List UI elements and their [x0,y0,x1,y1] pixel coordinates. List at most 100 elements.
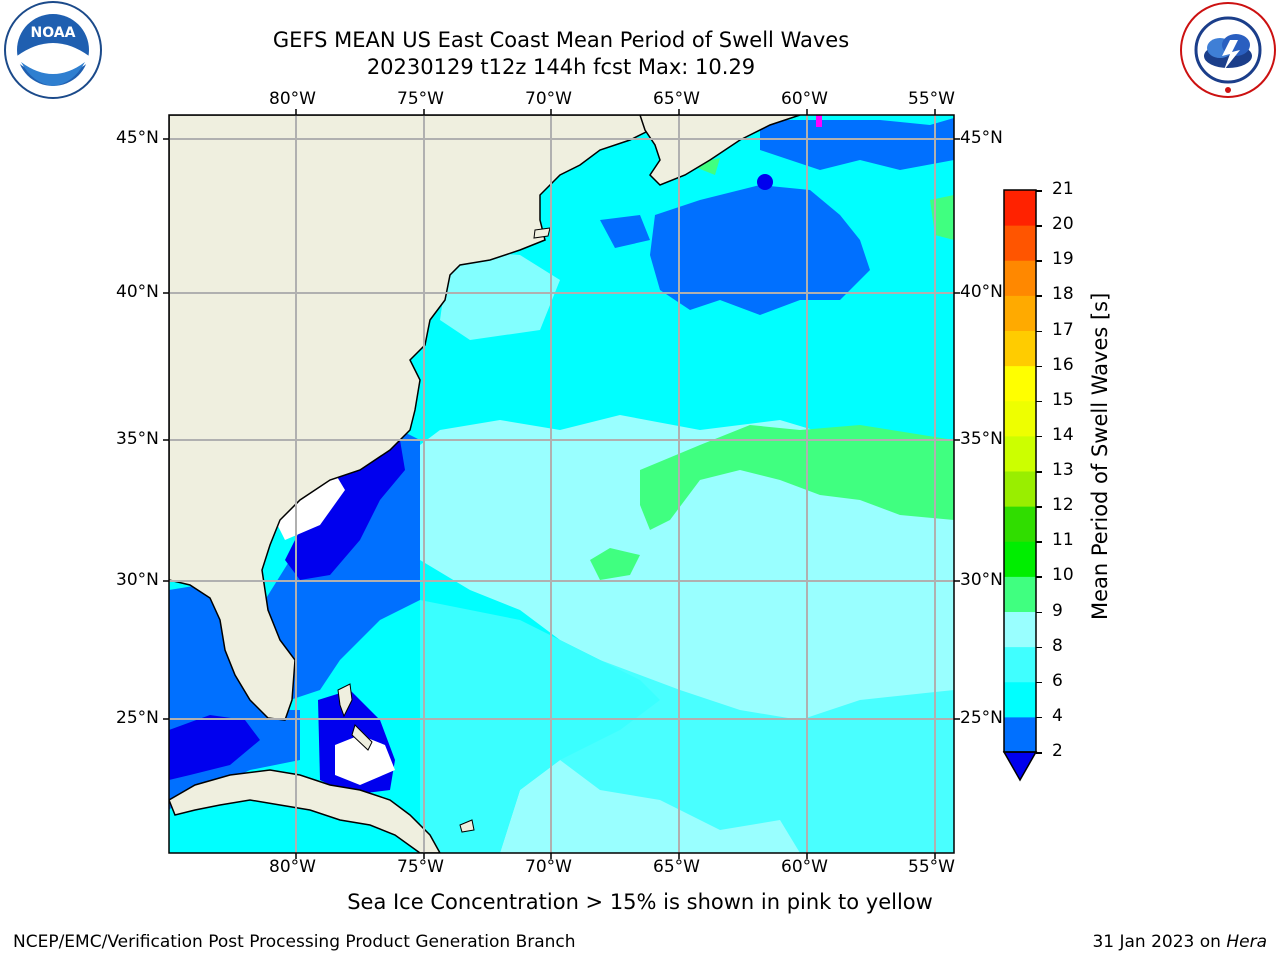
colorbar-segment [1004,716,1036,753]
colorbar-segment [1004,435,1036,472]
footer-date-text: 31 Jan 2023 on [1092,932,1227,952]
colorbar-tick-label: 9 [1052,600,1063,621]
lon-label-bottom-55w: 55°W [908,857,955,877]
colorbar-segment [1004,646,1036,683]
ocean-dark-gulf-region [169,715,260,780]
colorbar-under-arrow [1002,751,1038,782]
colorbar-tick-label: 10 [1052,565,1074,586]
bahamas-bank-white [335,735,395,785]
bahamas-island-1 [337,683,353,718]
footer-date: 31 Jan 2023 on Hera [1092,932,1267,952]
colorbar-tick-label: 6 [1052,670,1063,691]
ocean-dark-coastal-region [285,440,405,580]
colorbar-segment [1004,330,1036,367]
colorbar-tick-mark [1036,681,1042,684]
ocean-blue-north-region [650,185,870,315]
chart-title-line1: GEFS MEAN US East Coast Mean Period of S… [272,28,850,52]
lon-label-top-60w: 60°W [781,89,828,109]
colorbar-tick-label: 19 [1052,249,1074,270]
colorbar-segment [1004,471,1036,507]
colorbar-tick-mark [1036,646,1042,649]
ocean-blue-patch [600,215,650,248]
coastal-white-patch [275,465,345,540]
colorbar-tick-label: 11 [1052,530,1074,551]
colorbar-tick-label: 18 [1052,284,1074,305]
caribbean-island [459,819,475,833]
map-tick-marks [163,109,960,859]
colorbar-tick-mark [1036,576,1042,578]
colorbar-tick-label: 15 [1052,389,1074,410]
ocean-cyan2-region [420,600,954,853]
lat-label-left-45n: 45°N [116,128,159,148]
colorbar [1002,189,1038,782]
long-island-land [533,227,551,239]
colorbar-tick-label: 12 [1052,495,1074,516]
colorbar-tick-mark [1036,471,1042,473]
nws-logo-icon [1180,2,1276,98]
colorbar-segment [1004,576,1036,612]
colorbar-segment [1004,190,1036,226]
colorbar-segment [1004,541,1036,577]
sea-ice-spot [816,115,822,127]
ocean-green-patch-3 [690,158,720,175]
lon-label-top-70w: 70°W [525,89,572,109]
colorbar-tick-mark [1036,541,1042,543]
lat-label-left-40n: 40°N [116,282,159,302]
lat-label-right-25n: 25°N [960,708,1003,728]
lon-label-top-55w: 55°W [908,89,955,109]
colorbar-tick-mark [1036,611,1042,613]
lat-label-left-30n: 30°N [116,570,159,590]
colorbar-segment [1004,611,1036,648]
ocean-dark-spot [757,174,773,190]
noaa-logo-text: NOAA [31,25,76,41]
lon-label-top-65w: 65°W [653,89,700,109]
colorbar-tick-mark [1036,365,1042,368]
lat-label-right-35n: 35°N [960,429,1003,449]
ocean-blue-northeast-region [760,118,954,170]
sea-ice-caption: Sea Ice Concentration > 15% is shown in … [347,890,933,914]
colorbar-tick-mark [1036,295,1042,297]
lon-label-bottom-80w: 80°W [269,857,316,877]
lat-label-right-45n: 45°N [960,128,1003,148]
lat-label-right-40n: 40°N [960,282,1003,302]
colorbar-tick-mark [1036,400,1042,403]
ocean-green-band [640,425,954,530]
colorbar-title: Mean Period of Swell Waves [s] [1088,292,1112,620]
colorbar-segment [1004,260,1036,296]
colorbar-segment [1004,400,1036,437]
colorbar-tick-label: 13 [1052,460,1074,480]
map-gridlines [169,115,954,853]
ocean-green-patch-1 [590,548,640,580]
lon-label-bottom-70w: 70°W [525,857,572,877]
lon-label-bottom-65w: 65°W [653,857,700,877]
colorbar-segment [1004,295,1036,331]
colorbar-tick-label: 17 [1052,319,1074,340]
footer-credit: NCEP/EMC/Verification Post Processing Pr… [13,932,576,952]
colorbar-segment [1004,681,1036,718]
colorbar-tick-label: 2 [1052,741,1063,761]
lon-label-bottom-75w: 75°W [397,857,444,877]
lon-label-top-80w: 80°W [269,89,316,109]
lat-label-left-25n: 25°N [116,708,159,728]
colorbar-tick-mark [1036,225,1042,227]
cuba-land [169,769,441,853]
colorbar-tick-label: 16 [1052,354,1074,375]
colorbar-tick-mark [1036,260,1042,262]
colorbar-tick-mark [1036,752,1042,754]
ocean-light-north-patch [440,250,560,340]
colorbar-tick-mark [1036,330,1042,332]
lon-label-top-75w: 75°W [397,89,444,109]
map-frame [168,114,955,854]
lat-label-left-35n: 35°N [116,429,159,449]
colorbar-segment [1004,225,1036,261]
colorbar-tick-mark [1036,716,1042,719]
colorbar-segment [1004,365,1036,402]
colorbar-tick-mark [1036,435,1042,438]
colorbar-tick-label: 21 [1052,179,1074,199]
colorbar-tick-label: 20 [1052,214,1074,235]
colorbar-tick-label: 14 [1052,424,1074,445]
lat-label-right-30n: 30°N [960,570,1003,590]
colorbar-tick-label: 4 [1052,705,1063,726]
colorbar-segment [1004,506,1036,542]
